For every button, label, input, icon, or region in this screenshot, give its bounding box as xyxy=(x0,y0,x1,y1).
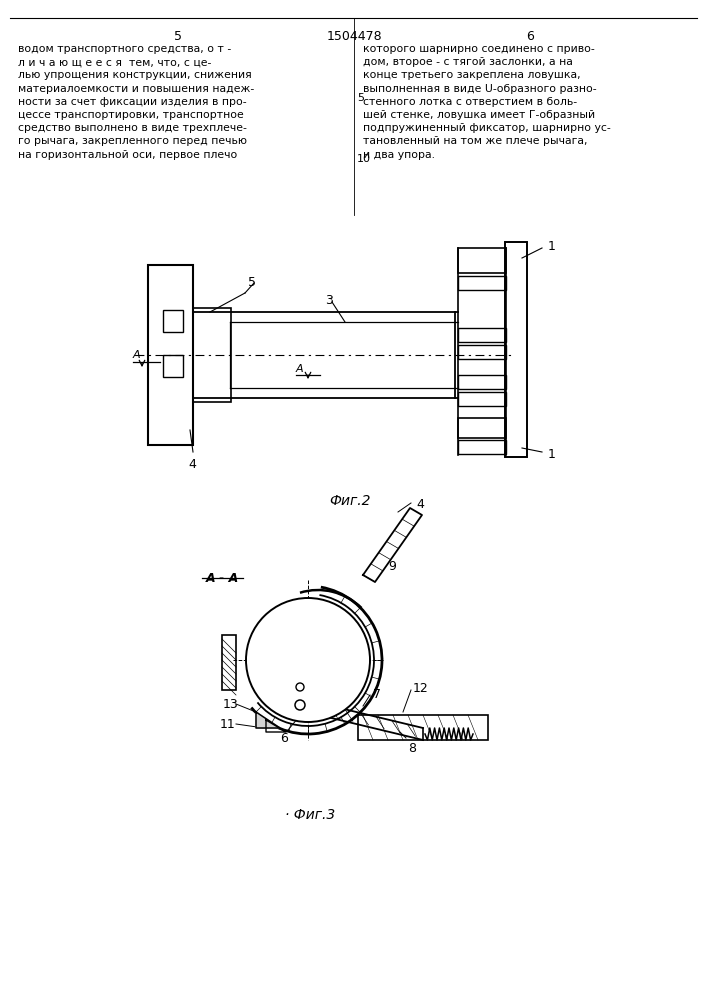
Bar xyxy=(222,635,236,690)
Circle shape xyxy=(295,700,305,710)
Polygon shape xyxy=(256,712,280,728)
Bar xyxy=(458,328,506,342)
Text: цессе транспортировки, транспортное: цессе транспортировки, транспортное xyxy=(18,110,244,120)
Bar xyxy=(193,308,231,402)
Text: Фиг.2: Фиг.2 xyxy=(329,494,370,508)
Text: подпружиненный фиксатор, шарнирно ус-: подпружиненный фиксатор, шарнирно ус- xyxy=(363,123,611,133)
Text: дом, второе - с тягой заслонки, а на: дом, второе - с тягой заслонки, а на xyxy=(363,57,573,67)
Text: шей стенке, ловушка имеет Г-образный: шей стенке, ловушка имеет Г-образный xyxy=(363,110,595,120)
Circle shape xyxy=(246,598,370,722)
Text: 7: 7 xyxy=(373,688,381,701)
Bar xyxy=(505,242,527,457)
Text: и два упора.: и два упора. xyxy=(363,150,435,160)
Text: 12: 12 xyxy=(413,682,428,695)
Text: 10: 10 xyxy=(357,154,371,164)
Text: 1504478: 1504478 xyxy=(326,30,382,43)
Text: 8: 8 xyxy=(408,742,416,755)
Text: 9: 9 xyxy=(388,560,396,573)
Bar xyxy=(148,265,193,445)
Text: A: A xyxy=(133,350,141,360)
Text: л и ч а ю щ е е с я  тем, что, с це-: л и ч а ю щ е е с я тем, что, с це- xyxy=(18,57,211,67)
Bar xyxy=(458,345,506,359)
Text: конце третьего закреплена ловушка,: конце третьего закреплена ловушка, xyxy=(363,70,580,80)
Bar xyxy=(458,276,506,290)
Text: 4: 4 xyxy=(416,498,424,511)
Bar xyxy=(458,440,506,454)
Text: 11: 11 xyxy=(220,718,235,731)
Text: 4: 4 xyxy=(188,458,196,471)
Bar xyxy=(458,248,506,273)
Text: на горизонтальной оси, первое плечо: на горизонтальной оси, первое плечо xyxy=(18,150,238,160)
Text: материалоемкости и повышения надеж-: материалоемкости и повышения надеж- xyxy=(18,84,255,94)
Text: водом транспортного средства, о т -: водом транспортного средства, о т - xyxy=(18,44,231,54)
Text: 3: 3 xyxy=(325,294,333,307)
Text: которого шарнирно соединено с приво-: которого шарнирно соединено с приво- xyxy=(363,44,595,54)
Text: 6: 6 xyxy=(280,732,288,745)
Text: лью упрощения конструкции, снижения: лью упрощения конструкции, снижения xyxy=(18,70,252,80)
Text: 6: 6 xyxy=(526,30,534,43)
Text: 13: 13 xyxy=(223,698,239,711)
Bar xyxy=(163,310,183,332)
Text: средство выполнено в виде трехплече-: средство выполнено в виде трехплече- xyxy=(18,123,247,133)
Bar xyxy=(458,392,506,406)
Text: ности за счет фиксации изделия в про-: ности за счет фиксации изделия в про- xyxy=(18,97,247,107)
Bar xyxy=(458,418,506,438)
Text: 5: 5 xyxy=(248,276,256,289)
Text: 1: 1 xyxy=(548,448,556,461)
Text: · Фиг.3: · Фиг.3 xyxy=(285,808,335,822)
Text: 5: 5 xyxy=(174,30,182,43)
Bar xyxy=(358,715,488,740)
Text: A: A xyxy=(296,364,303,374)
Circle shape xyxy=(296,683,304,691)
Bar xyxy=(163,355,183,377)
Bar xyxy=(458,375,506,389)
Text: 5: 5 xyxy=(357,93,364,103)
Text: го рычага, закрепленного перед печью: го рычага, закрепленного перед печью xyxy=(18,136,247,146)
Text: стенного лотка с отверстием в боль-: стенного лотка с отверстием в боль- xyxy=(363,97,577,107)
Text: выполненная в виде U-образного разно-: выполненная в виде U-образного разно- xyxy=(363,84,597,94)
Text: тановленный на том же плече рычага,: тановленный на том же плече рычага, xyxy=(363,136,588,146)
Text: 1: 1 xyxy=(548,240,556,253)
Text: А - А: А - А xyxy=(205,572,239,585)
